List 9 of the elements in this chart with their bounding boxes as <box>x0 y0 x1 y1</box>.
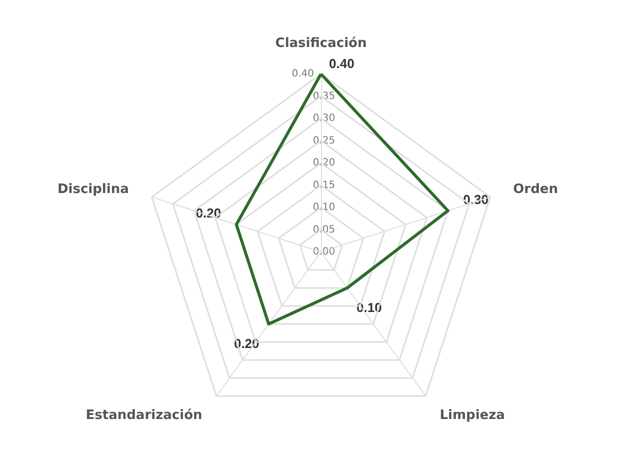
y-tick-label: 0.30 <box>312 113 336 124</box>
spoke-label: Clasificación <box>275 36 367 51</box>
y-tick-label: 0.05 <box>312 224 336 236</box>
data-label: 0.40 <box>329 56 354 71</box>
spoke-label: Estandarización <box>86 408 202 423</box>
spoke-label: Disciplina <box>57 182 129 198</box>
y-tick-label: 0.10 <box>312 202 336 213</box>
spoke-label: Orden <box>513 182 558 198</box>
spoke-label: Limpieza <box>440 408 505 423</box>
